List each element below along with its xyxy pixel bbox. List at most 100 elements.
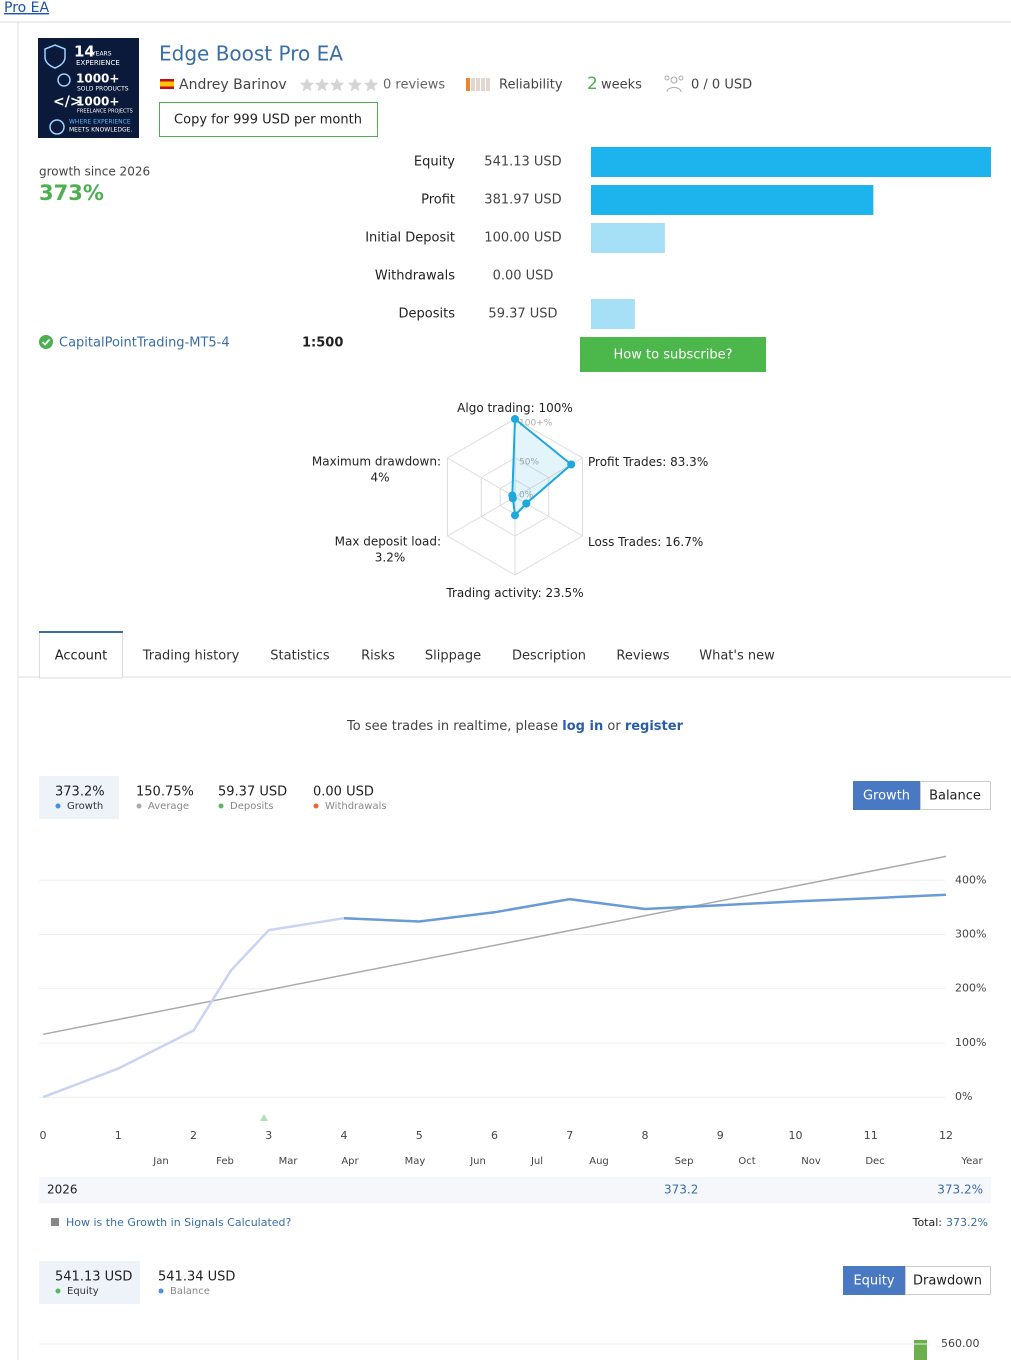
signal-title: Edge Boost Pro EA [159, 42, 343, 66]
month-label: Jan [152, 1156, 168, 1167]
verified-check [41, 338, 51, 346]
toggle-button[interactable] [843, 1266, 906, 1295]
toggle-button-label[interactable]: Growth [863, 789, 910, 804]
subscribe-button[interactable] [580, 337, 766, 372]
x-tick-label: 5 [416, 1129, 423, 1142]
radar-point [511, 415, 519, 423]
y-tick-label: 0% [955, 1090, 972, 1103]
tab[interactable]: What's new [699, 649, 775, 664]
bar-label: Equity [414, 155, 455, 170]
radar-axis-name: Trading activity: [445, 586, 541, 600]
bar-value: 59.37 USD [488, 307, 557, 322]
y-tick-label: 400% [955, 873, 986, 886]
radar-point [508, 491, 517, 500]
tab[interactable]: Description [512, 649, 586, 664]
toggle-button[interactable] [905, 1266, 991, 1295]
month-label: Dec [865, 1156, 884, 1167]
radar-ring-label: 0% [519, 490, 534, 500]
y-tick-label: 300% [955, 927, 986, 940]
summary-value: 59.37 USD [218, 785, 287, 800]
legend-dot [158, 1288, 164, 1294]
login-link[interactable]: log in [562, 719, 603, 734]
radar-axis-value: 100% [539, 401, 573, 415]
subscribers: 0 / 0 USD [691, 78, 752, 93]
logo-text: FREELANCE PROJECTS [77, 109, 133, 115]
x-tick-label: 10 [789, 1129, 803, 1142]
x-tick-label: 11 [864, 1129, 878, 1142]
month-label: Jul [530, 1156, 543, 1167]
radar-axis-value: 83.3% [670, 455, 708, 469]
breadcrumb[interactable]: Pro EA [4, 0, 50, 16]
icon-part [666, 87, 682, 93]
toggle-button[interactable] [920, 781, 991, 810]
reviews[interactable]: 0 reviews [383, 78, 445, 93]
flag [160, 81, 174, 87]
year: 2026 [47, 1183, 78, 1197]
bar-label: Withdrawals [375, 269, 455, 284]
toggle-button[interactable] [853, 781, 921, 810]
author[interactable]: Andrey Barinov [179, 77, 287, 93]
reliability-bar [476, 78, 480, 91]
radar-axis-name: Profit Trades: [588, 455, 666, 469]
radar-spoke [447, 496, 516, 537]
x-tick-label: 6 [491, 1129, 498, 1142]
help-link[interactable]: How is the Growth in Signals Calculated? [66, 1216, 292, 1229]
summary-label: Balance [170, 1286, 210, 1297]
tab[interactable]: Statistics [270, 649, 330, 664]
notice-text: To see trades in realtime, please [346, 719, 558, 734]
month-growth: 373.2 [664, 1183, 698, 1197]
toggle-button-label[interactable]: Equity [853, 1274, 894, 1289]
tab[interactable]: Reviews [616, 649, 669, 664]
y-tick-label: 100% [955, 1036, 986, 1049]
subscribers-icon [664, 75, 684, 93]
copy-button[interactable] [159, 102, 378, 137]
radar-label: Algo trading: 100% [457, 401, 573, 415]
radar-axis-value: 4% [370, 471, 389, 485]
total-label: Total: [912, 1216, 942, 1229]
y-tick-label: 560.00 [941, 1337, 980, 1350]
register-link[interactable]: register [625, 719, 684, 734]
radar-axis-name: Algo trading: [457, 401, 535, 415]
bar-value: 541.13 USD [484, 155, 561, 170]
logo-text: 1000+ [76, 72, 119, 86]
tab[interactable]: Risks [361, 649, 395, 664]
server[interactable]: CapitalPointTrading-MT5-4 [59, 336, 230, 351]
y-tick-label: 200% [955, 982, 986, 995]
month-label: Nov [801, 1156, 821, 1167]
toggle-button-label[interactable]: Drawdown [913, 1274, 982, 1289]
reliability-bar [466, 78, 470, 91]
radar-axis-value: 3.2% [375, 551, 406, 565]
month-label: Year [960, 1156, 983, 1167]
year-row-bg [39, 1177, 991, 1203]
radar-area [511, 416, 573, 518]
logo-icon [57, 73, 71, 87]
radar-point [567, 460, 576, 469]
tabs: Account Trading history Statistics Risks Sli… [39, 631, 775, 679]
month-label: May [405, 1156, 426, 1167]
summary-label: Growth [67, 801, 103, 812]
weeks: weeks [601, 78, 642, 93]
bar-value: 381.97 USD [484, 193, 561, 208]
tab[interactable]: Account [55, 649, 108, 664]
equity-candle [914, 1340, 927, 1360]
toggle-button-label[interactable]: Balance [929, 789, 981, 804]
balance-bar [591, 147, 991, 177]
legend-dot [218, 803, 224, 809]
trend-line [42, 855, 947, 1036]
radar-axis-name: Maximum drawdown: [312, 455, 441, 469]
radar-label: Loss Trades: 16.7% [588, 535, 703, 549]
summary-value: 0.00 USD [313, 785, 374, 800]
x-tick-label: 3 [265, 1129, 272, 1142]
bar-value: 100.00 USD [484, 231, 561, 246]
logo-text: YEARS [91, 51, 112, 58]
copy-button-label[interactable]: Copy for 999 USD per month [174, 113, 362, 128]
summary-value: 541.34 USD [158, 1270, 235, 1285]
summary-label: Withdrawals [325, 801, 387, 812]
tab[interactable]: Slippage [425, 649, 481, 664]
reliability-bar [481, 78, 485, 91]
tab[interactable]: Trading history [142, 649, 240, 664]
radar-axis-value: 16.7% [665, 535, 703, 549]
subscribe-button-label[interactable]: How to subscribe? [614, 348, 733, 363]
logo-icon [49, 119, 65, 135]
